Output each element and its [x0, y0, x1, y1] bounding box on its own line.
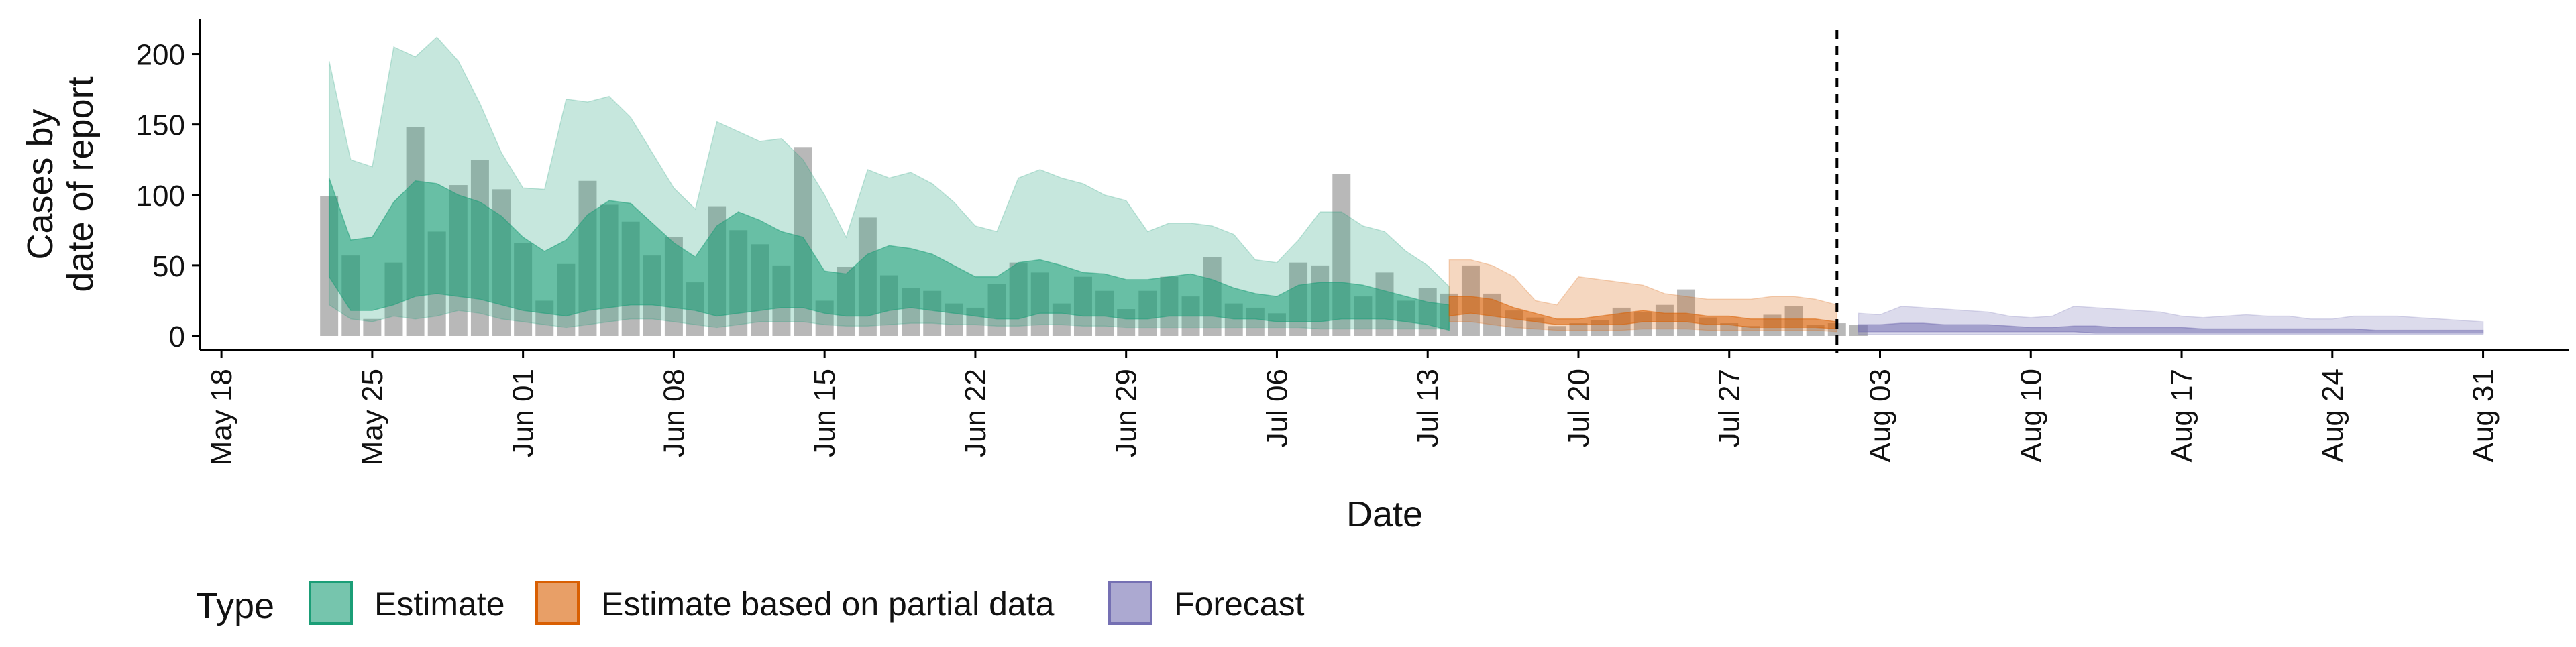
x-tick-label: Aug 24 [2316, 369, 2349, 462]
legend-key [309, 581, 353, 625]
bar [1569, 323, 1588, 336]
x-tick-label: May 25 [356, 369, 389, 465]
bar [363, 318, 382, 336]
bar [1677, 289, 1696, 336]
x-tick-label: Aug 10 [2015, 369, 2047, 462]
legend-label: Estimate based on partial data [601, 585, 1055, 623]
legend-label: Forecast [1174, 585, 1305, 623]
y-tick-label: 0 [169, 320, 185, 353]
legend: Type Estimate Estimate based on partial da… [196, 581, 1305, 626]
x-tick-label: Jul 06 [1260, 369, 1293, 447]
x-tick-label: Jul 20 [1562, 369, 1595, 447]
y-tick-label: 100 [136, 180, 185, 213]
bar [1548, 326, 1566, 336]
x-tick-label: Jun 08 [657, 369, 690, 457]
series-inner-band [1858, 322, 2484, 334]
y-tick-label: 200 [136, 39, 185, 72]
x-tick-label: Aug 17 [2165, 369, 2198, 462]
x-ticks: May 18 May 25 Jun 01 Jun 08 Jun 15 Jun 22 Jun … [205, 350, 2500, 465]
x-tick-label: Jun 29 [1110, 369, 1143, 457]
legend-key [1108, 581, 1152, 625]
y-ticks: 0 50 100 150 200 [136, 39, 200, 353]
y-tick-label: 50 [152, 250, 185, 283]
x-tick-label: Jun 22 [959, 369, 992, 457]
x-tick-label: Aug 31 [2467, 369, 2500, 462]
x-tick-label: Jun 15 [808, 369, 841, 457]
series-inner-band [1448, 296, 1838, 330]
legend-title: Type [196, 586, 274, 626]
x-axis-title: Date [1346, 494, 1423, 534]
x-tick-label: Jul 13 [1411, 369, 1444, 447]
y-axis-title-line: Cases by [20, 109, 60, 259]
y-axis-title: Cases bydate of report [20, 76, 101, 292]
x-tick-label: Jun 01 [507, 369, 540, 457]
legend-label: Estimate [374, 585, 505, 623]
x-tick-label: May 18 [205, 369, 238, 465]
legend-key [535, 581, 580, 625]
bar [1741, 326, 1760, 336]
series-inner-band [328, 178, 1450, 331]
x-tick-label: Jul 27 [1713, 369, 1746, 447]
y-tick-label: 150 [136, 109, 185, 142]
series-outer-band [1448, 259, 1838, 333]
series-2 [1858, 306, 2484, 335]
x-tick-label: Aug 03 [1864, 369, 1897, 462]
bar [1720, 323, 1739, 336]
series-0 [328, 36, 1450, 331]
series-1 [1448, 259, 1838, 333]
y-axis-title-line: date of report [60, 76, 101, 292]
